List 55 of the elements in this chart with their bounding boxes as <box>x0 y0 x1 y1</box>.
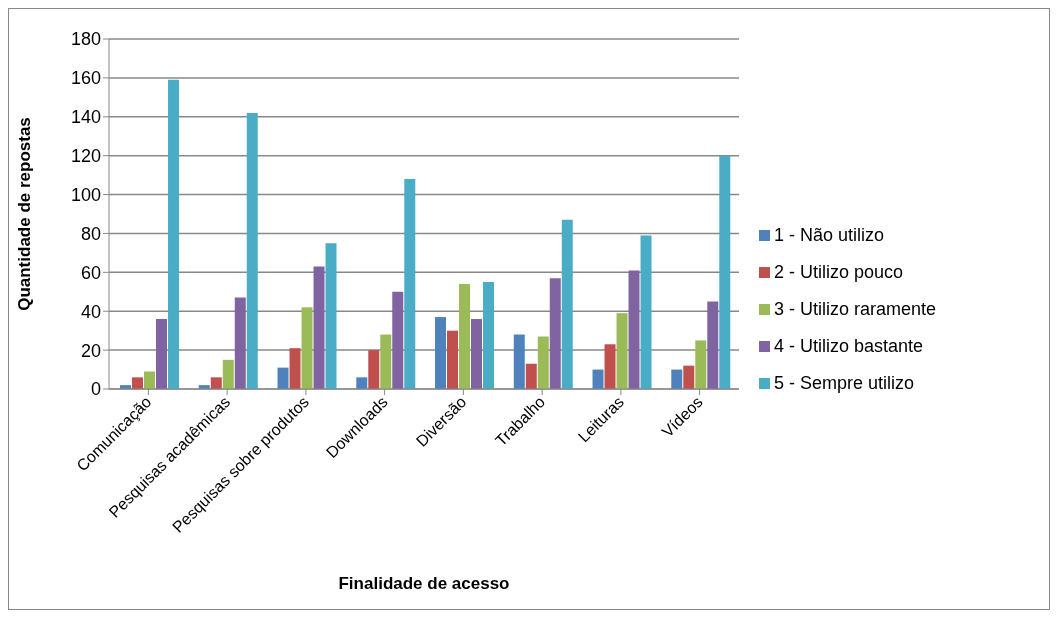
bar <box>435 317 447 389</box>
bar <box>719 155 731 389</box>
y-tick-label: 0 <box>90 379 101 400</box>
y-tick-label: 40 <box>80 301 101 322</box>
bar <box>132 377 144 389</box>
bar <box>549 278 561 389</box>
bar <box>325 243 337 389</box>
bar <box>168 79 180 389</box>
y-tick-label: 120 <box>70 146 101 167</box>
bar <box>513 334 525 389</box>
bar <box>222 359 234 389</box>
bar <box>380 334 392 389</box>
bar <box>459 284 471 389</box>
bar <box>289 348 301 389</box>
bar <box>392 291 404 389</box>
y-tick-label: 80 <box>80 223 101 244</box>
bar <box>368 350 380 389</box>
bar <box>525 363 537 389</box>
bar <box>695 340 707 389</box>
bar <box>277 367 289 389</box>
y-tick-label: 160 <box>70 68 101 89</box>
legend-label: 3 - Utilizo raramente <box>774 298 937 319</box>
bar <box>628 270 640 389</box>
legend-label: 5 - Sempre utilizo <box>774 372 915 393</box>
legend-label: 2 - Utilizo pouco <box>774 261 904 282</box>
bar <box>483 282 495 389</box>
bar <box>144 371 156 389</box>
bar <box>313 266 325 389</box>
y-axis-title: Quantidade de repostas <box>15 117 35 311</box>
bar <box>640 235 652 389</box>
y-tick-label: 20 <box>80 340 101 361</box>
bar <box>356 377 368 389</box>
bar <box>447 330 459 389</box>
bar <box>246 112 258 389</box>
legend-label: 4 - Utilizo bastante <box>774 335 924 356</box>
bar <box>671 369 683 389</box>
bar <box>592 369 604 389</box>
x-axis-title: Finalidade de acesso <box>338 574 510 593</box>
y-tick-label: 140 <box>70 107 101 128</box>
bar <box>604 344 616 389</box>
bar <box>683 365 695 389</box>
bar <box>707 301 719 389</box>
bar <box>156 319 168 389</box>
bar <box>301 307 313 389</box>
bar <box>537 336 549 389</box>
y-tick-label: 100 <box>70 184 101 205</box>
bar <box>471 319 483 389</box>
bar <box>616 313 628 389</box>
bar <box>404 179 416 389</box>
bar <box>561 219 573 389</box>
y-tick-label: 180 <box>70 29 101 50</box>
legend-label: 1 - Não utilizo <box>774 224 885 245</box>
y-tick-label: 60 <box>80 262 101 283</box>
bar <box>234 297 246 389</box>
bar <box>210 377 222 389</box>
